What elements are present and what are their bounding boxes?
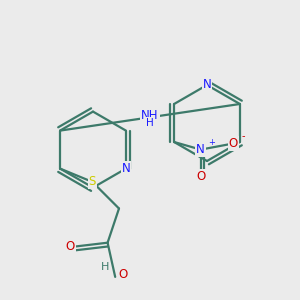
Text: N: N bbox=[202, 79, 211, 92]
Text: O: O bbox=[229, 137, 238, 150]
Text: O: O bbox=[118, 268, 128, 281]
Text: N: N bbox=[196, 143, 205, 156]
Text: O: O bbox=[196, 170, 205, 183]
Text: +: + bbox=[208, 138, 214, 147]
Text: NH: NH bbox=[141, 109, 159, 122]
Text: O: O bbox=[66, 240, 75, 253]
Text: N: N bbox=[122, 162, 130, 175]
Text: S: S bbox=[89, 176, 96, 188]
Text: H: H bbox=[146, 118, 154, 128]
Text: -: - bbox=[241, 131, 244, 141]
Text: H: H bbox=[101, 262, 110, 272]
